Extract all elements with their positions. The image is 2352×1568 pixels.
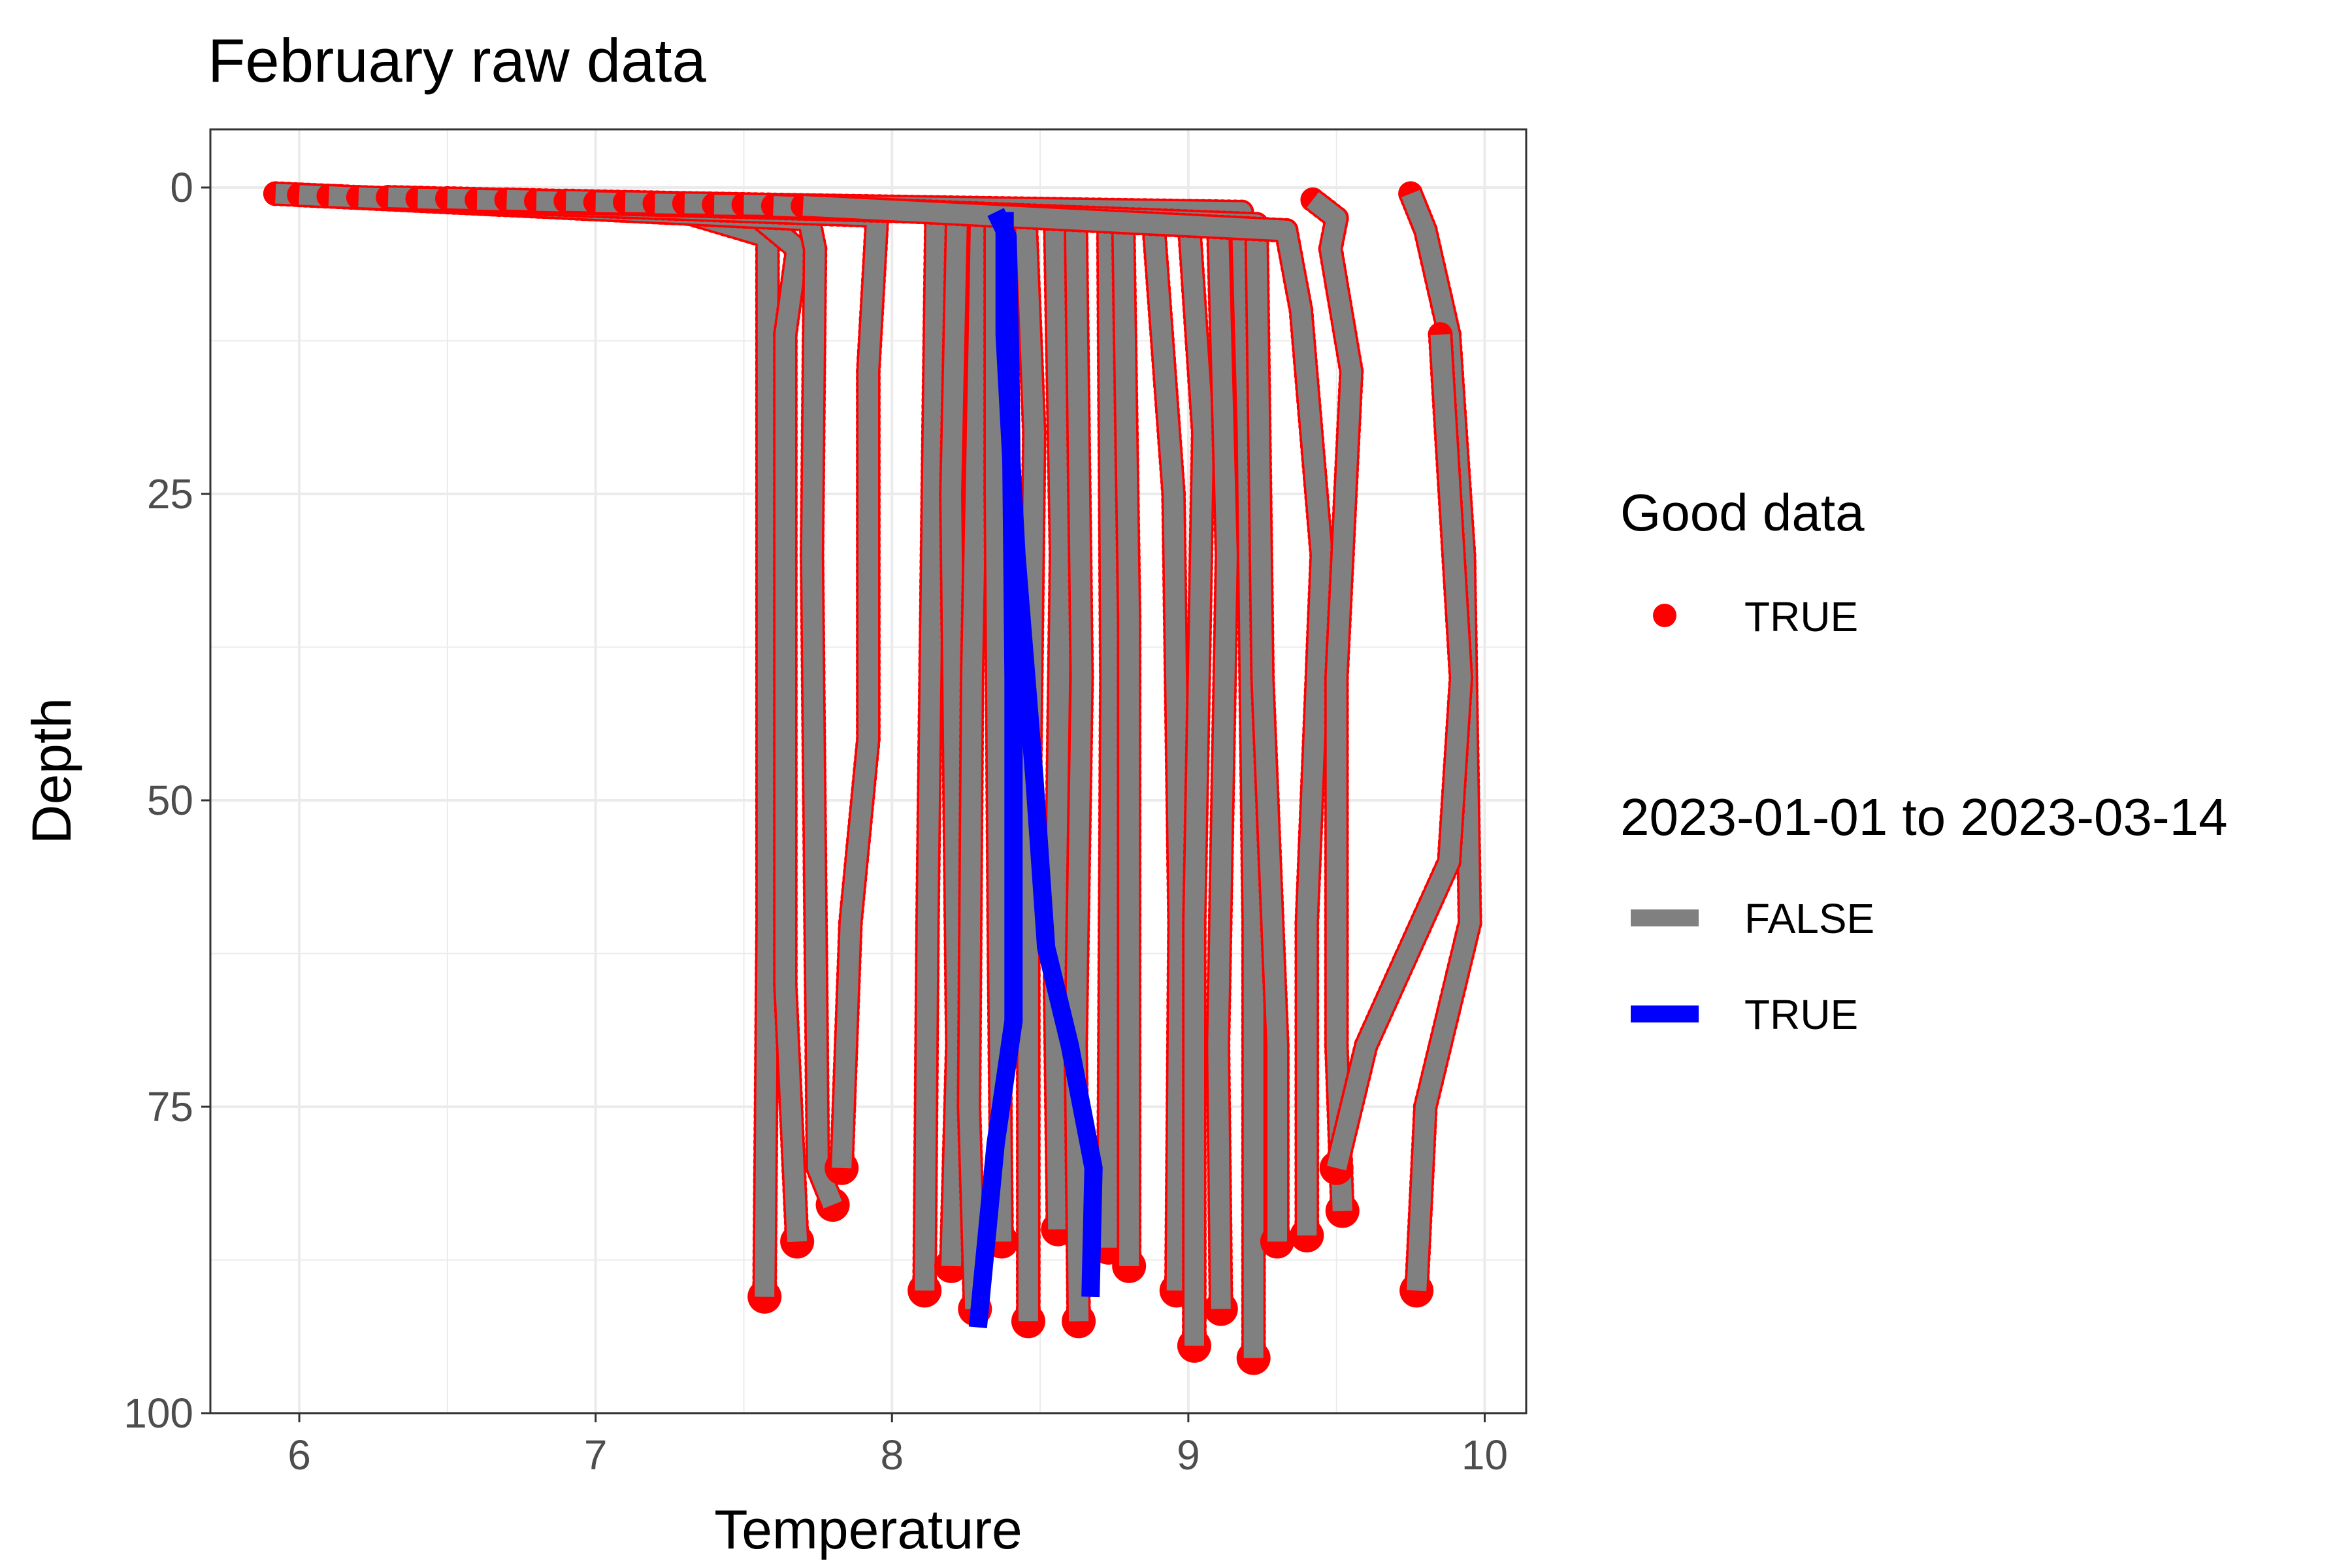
series-layer [263,181,1482,1375]
chart-title: February raw data [208,26,707,95]
